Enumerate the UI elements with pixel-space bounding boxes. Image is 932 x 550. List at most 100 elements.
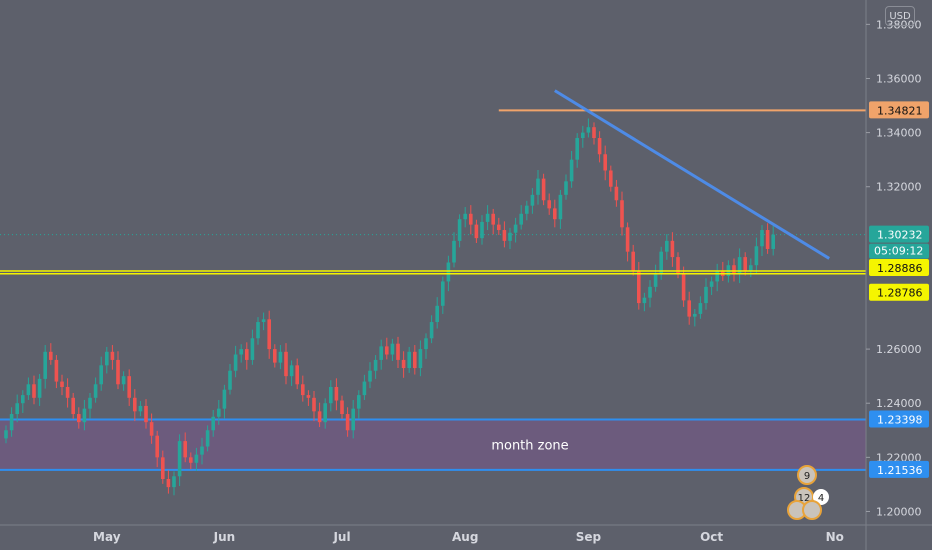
candle[interactable] [413,345,417,375]
candle[interactable] [26,377,31,400]
currency-button[interactable]: USD [885,6,915,26]
candle[interactable] [401,351,406,378]
candle[interactable] [373,355,378,379]
candle[interactable] [278,345,283,370]
candle[interactable] [133,389,137,422]
candle[interactable] [301,375,305,402]
candle[interactable] [698,296,703,319]
candle[interactable] [54,355,59,389]
candle[interactable] [71,392,75,419]
candle[interactable] [536,169,540,205]
candle[interactable] [250,329,255,365]
candle[interactable] [9,407,14,437]
candle[interactable] [43,345,47,389]
candle[interactable] [295,358,299,390]
candle[interactable] [233,345,238,378]
candle[interactable] [586,118,591,138]
candle[interactable] [65,378,70,408]
candle[interactable] [155,430,159,468]
trendline[interactable] [554,89,830,260]
candle[interactable] [306,390,311,406]
candle[interactable] [138,401,143,417]
candle[interactable] [469,205,473,235]
candle[interactable] [284,343,288,385]
event-badge-9-circle[interactable] [797,465,817,485]
candle[interactable] [194,447,199,471]
candle[interactable] [693,309,697,327]
candle[interactable] [648,280,652,308]
candle[interactable] [513,217,518,243]
candle[interactable] [457,214,462,248]
candle[interactable] [659,246,663,280]
candle[interactable] [312,391,316,422]
candle[interactable] [379,339,383,370]
candle[interactable] [553,199,557,228]
candle[interactable] [121,371,126,391]
candle[interactable] [653,264,658,292]
candle[interactable] [217,399,221,425]
candle[interactable] [418,340,423,377]
candle[interactable] [357,390,361,419]
candle[interactable] [709,276,714,295]
candle[interactable] [49,343,53,365]
candle[interactable] [592,122,596,145]
candle[interactable] [407,346,411,373]
candle[interactable] [267,310,271,359]
candle[interactable] [239,344,243,363]
candle[interactable] [569,151,574,188]
candle[interactable] [665,234,669,260]
candle[interactable] [99,356,103,391]
candle[interactable] [452,232,456,268]
candle[interactable] [82,399,87,431]
candle[interactable] [4,425,8,444]
candle[interactable] [547,193,551,215]
candle[interactable] [642,292,647,312]
candle[interactable] [334,378,339,411]
candle[interactable] [256,317,260,345]
candle[interactable] [161,450,165,484]
candle[interactable] [362,374,367,400]
candle[interactable] [177,434,182,487]
candle[interactable] [93,377,98,403]
candle[interactable] [273,344,277,368]
candle[interactable] [581,125,585,148]
candle[interactable] [222,384,227,419]
candle[interactable] [323,398,327,429]
candle[interactable] [681,266,686,307]
candle[interactable] [77,407,81,429]
candle[interactable] [525,200,529,221]
event-badge-4-circle[interactable] [813,489,829,505]
candle[interactable] [429,315,434,344]
candle[interactable] [116,351,120,390]
candle[interactable] [88,392,92,419]
candle[interactable] [474,219,479,244]
candle[interactable] [200,437,204,465]
candle[interactable] [620,191,624,236]
candle[interactable] [765,223,770,254]
candle[interactable] [508,227,512,249]
candle[interactable] [390,338,395,362]
candle[interactable] [502,221,507,248]
candle[interactable] [597,131,602,163]
candle[interactable] [497,217,501,235]
candle[interactable] [289,360,294,386]
candle[interactable] [441,276,445,314]
candle[interactable] [166,470,171,494]
candle[interactable] [183,432,187,463]
candle[interactable] [670,232,675,267]
candle[interactable] [329,380,333,412]
candle[interactable] [189,452,193,470]
candle[interactable] [609,165,613,192]
candle[interactable] [60,374,64,396]
candle[interactable] [345,407,350,437]
candle[interactable] [704,278,708,310]
event-badge-flag[interactable] [802,500,822,520]
candle[interactable] [385,337,389,360]
candle[interactable] [396,336,400,369]
candle[interactable] [149,413,154,444]
candle[interactable] [485,205,490,231]
candle[interactable] [625,222,630,262]
candle[interactable] [732,258,736,282]
candle[interactable] [317,402,322,428]
